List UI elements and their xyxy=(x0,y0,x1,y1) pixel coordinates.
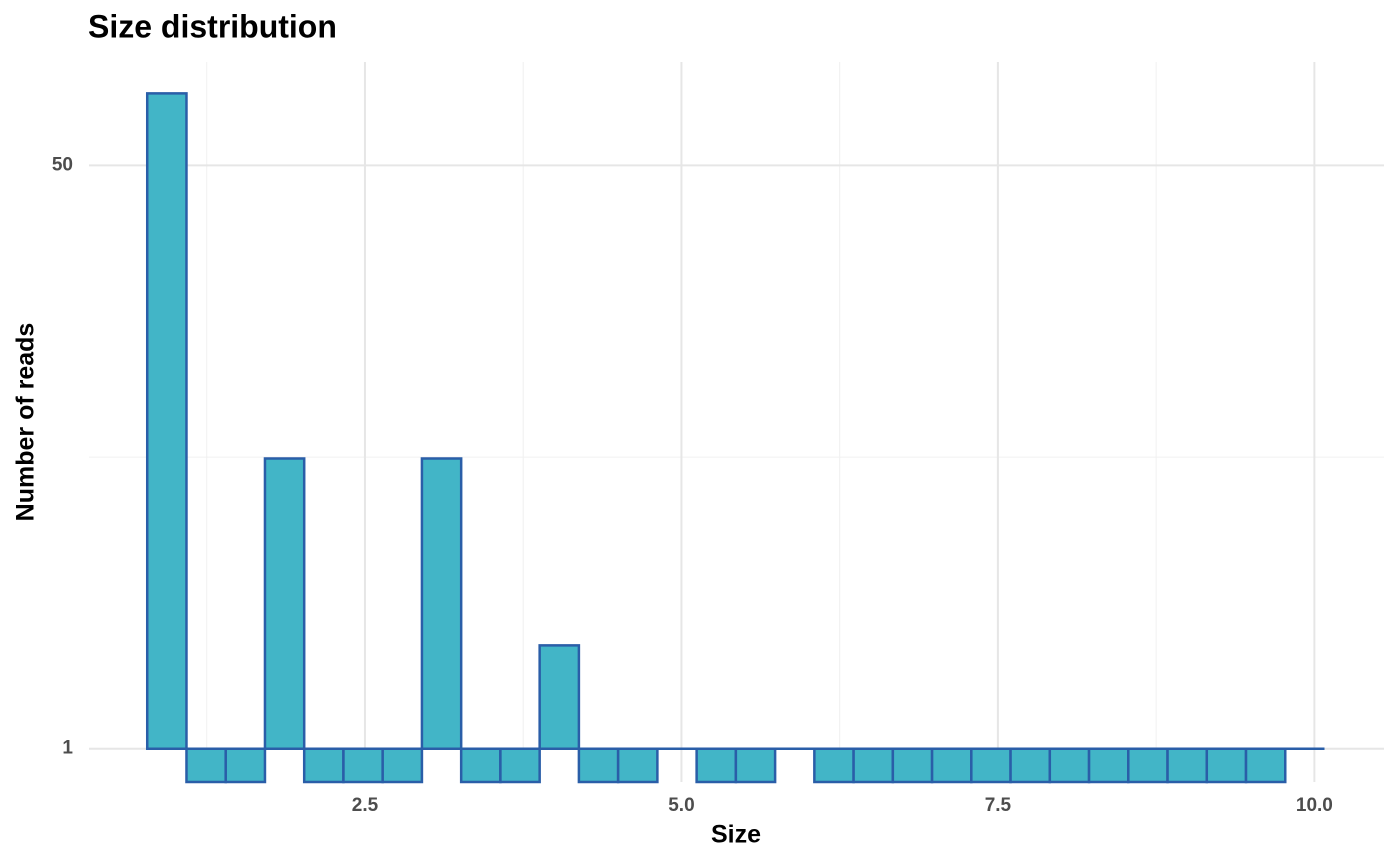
bar xyxy=(695,747,738,784)
bar xyxy=(616,747,659,784)
bar xyxy=(538,644,581,750)
x-axis-label: Size xyxy=(711,821,761,849)
bar xyxy=(1244,747,1287,784)
bar xyxy=(1166,747,1209,784)
bar xyxy=(813,747,855,784)
y-axis-label: Number of reads xyxy=(12,323,40,522)
bar xyxy=(224,747,267,784)
bar xyxy=(185,747,227,784)
bar xyxy=(1205,747,1248,784)
bar xyxy=(930,747,973,784)
bar xyxy=(499,747,541,784)
bar xyxy=(1048,747,1091,784)
x-tick-label: 10.0 xyxy=(1296,795,1333,816)
x-tick-label: 7.5 xyxy=(985,795,1012,816)
bar xyxy=(852,747,895,784)
y-tick-label: 1 xyxy=(62,738,73,759)
bar xyxy=(263,457,306,750)
x-tick-label: 5.0 xyxy=(668,795,694,816)
bar xyxy=(145,92,188,750)
bar xyxy=(459,747,502,784)
chart-title: Size distribution xyxy=(88,8,337,44)
y-tick-label: 50 xyxy=(52,154,73,175)
bar xyxy=(1087,747,1130,784)
bar xyxy=(1127,747,1169,784)
bar xyxy=(302,747,345,784)
bar xyxy=(577,747,620,784)
bar xyxy=(1009,747,1052,784)
bar xyxy=(342,747,384,784)
bar xyxy=(970,747,1012,784)
bar xyxy=(420,457,463,750)
bar xyxy=(381,747,424,784)
bar xyxy=(734,747,777,784)
bar xyxy=(891,747,934,784)
x-tick-label: 2.5 xyxy=(352,795,379,816)
